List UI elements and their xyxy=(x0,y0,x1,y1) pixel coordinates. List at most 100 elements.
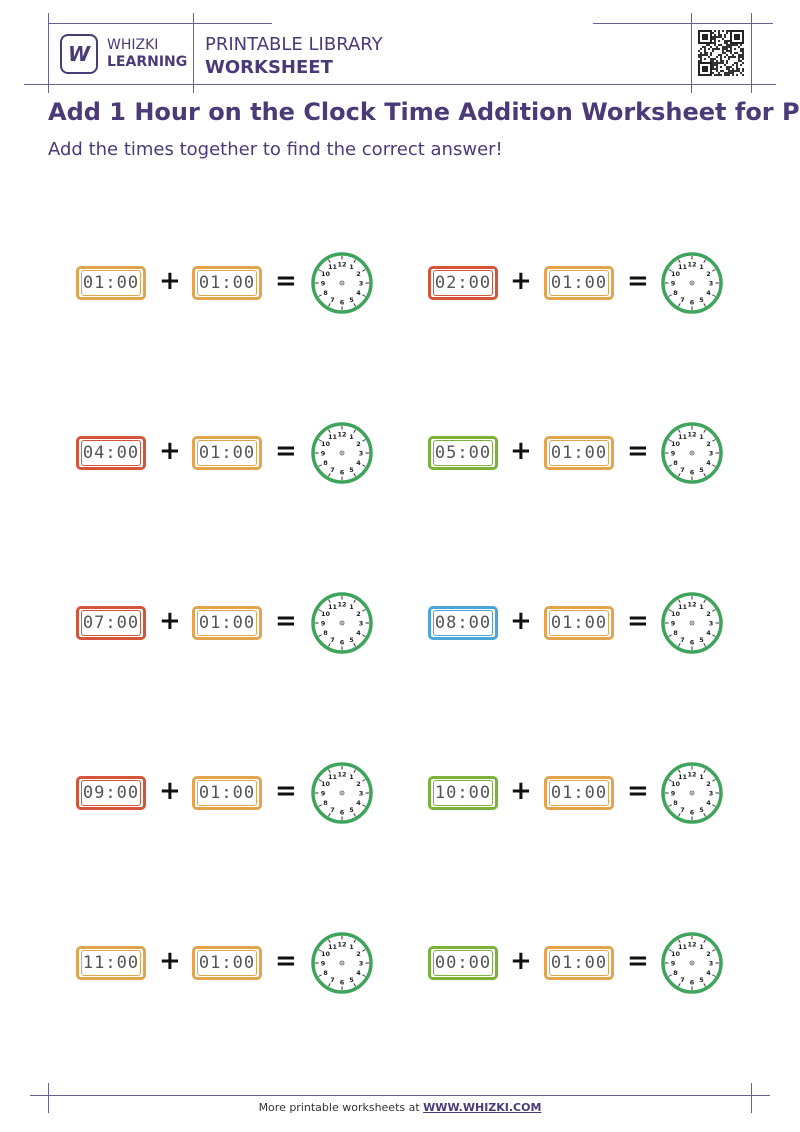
digital-clock: 00:00 xyxy=(428,946,498,980)
clock-number: 8 xyxy=(673,629,678,637)
clock-number: 1 xyxy=(699,433,704,441)
footer-link[interactable]: WWW.WHIZKI.COM xyxy=(423,1101,542,1114)
plus-sign: + xyxy=(159,606,181,636)
clock-number: 11 xyxy=(328,263,338,271)
analog-clock-answer[interactable]: 12 1 2 3 4 5 6 7 8 9 10 11 xyxy=(660,931,724,995)
clock-number: 2 xyxy=(356,610,361,618)
clock-number: 1 xyxy=(349,603,354,611)
digital-clock: 01:00 xyxy=(544,606,614,640)
analog-clock-answer[interactable]: 12 1 2 3 4 5 6 7 8 9 10 11 xyxy=(660,591,724,655)
clock-number: 5 xyxy=(349,976,354,984)
analog-clock-answer[interactable]: 12 1 2 3 4 5 6 7 8 9 10 11 xyxy=(310,591,374,655)
digital-clock: 01:00 xyxy=(544,266,614,300)
clock-number: 8 xyxy=(673,799,678,807)
clock-tick xyxy=(362,439,366,442)
digital-display: 01:00 xyxy=(197,780,257,806)
clock-tick xyxy=(362,269,366,272)
clock-number: 12 xyxy=(687,771,696,779)
clock-tick xyxy=(712,464,716,467)
clock-number: 12 xyxy=(337,261,346,269)
clock-number: 1 xyxy=(349,943,354,951)
clock-tick xyxy=(318,439,322,442)
clock-tick xyxy=(678,983,681,987)
clock-number: 12 xyxy=(337,601,346,609)
brand-name: WHIZKI xyxy=(107,37,159,53)
clock-number: 10 xyxy=(671,780,681,788)
digital-display: 08:00 xyxy=(433,610,493,636)
clock-number: 8 xyxy=(323,289,328,297)
clock-tick xyxy=(712,609,716,612)
clock-tick xyxy=(678,429,681,433)
plus-sign: + xyxy=(159,266,181,296)
clock-tick xyxy=(703,599,706,603)
divider xyxy=(751,1083,752,1113)
clock-tick xyxy=(353,599,356,603)
analog-clock-answer[interactable]: 12 1 2 3 4 5 6 7 8 9 10 11 xyxy=(660,421,724,485)
clock-tick xyxy=(712,439,716,442)
digital-display: 05:00 xyxy=(433,440,493,466)
clock-number: 2 xyxy=(706,610,711,618)
clock-number: 1 xyxy=(699,603,704,611)
clock-number: 9 xyxy=(671,280,676,288)
clock-tick xyxy=(318,949,322,952)
clock-number: 2 xyxy=(356,270,361,278)
clock-number: 1 xyxy=(699,773,704,781)
qr-code-icon xyxy=(698,30,744,76)
clock-number: 3 xyxy=(359,960,364,968)
clock-tick xyxy=(362,804,366,807)
clock-tick xyxy=(362,974,366,977)
analog-clock-answer[interactable]: 12 1 2 3 4 5 6 7 8 9 10 11 xyxy=(660,761,724,825)
clock-number: 5 xyxy=(349,296,354,304)
clock-number: 7 xyxy=(330,296,335,304)
analog-clock-answer[interactable]: 12 1 2 3 4 5 6 7 8 9 10 11 xyxy=(310,761,374,825)
clock-number: 7 xyxy=(330,976,335,984)
clock-number: 12 xyxy=(687,431,696,439)
brand-subname: LEARNING xyxy=(107,54,188,70)
analog-clock-answer[interactable]: 12 1 2 3 4 5 6 7 8 9 10 11 xyxy=(310,931,374,995)
clock-tick xyxy=(353,303,356,307)
clock-tick xyxy=(703,473,706,477)
clock-number: 4 xyxy=(356,799,361,807)
analog-clock-answer[interactable]: 12 1 2 3 4 5 6 7 8 9 10 11 xyxy=(310,251,374,315)
clock-tick xyxy=(712,634,716,637)
clock-number: 7 xyxy=(680,296,685,304)
analog-clock-answer[interactable]: 12 1 2 3 4 5 6 7 8 9 10 11 xyxy=(310,421,374,485)
divider xyxy=(751,13,752,93)
clock-tick xyxy=(318,294,322,297)
digital-display: 01:00 xyxy=(197,440,257,466)
logo-letter: W xyxy=(67,42,91,66)
clock-number: 12 xyxy=(687,261,696,269)
whizki-logo: W xyxy=(60,34,98,74)
clock-tick xyxy=(668,634,672,637)
equals-operator: = xyxy=(627,946,649,976)
clock-tick xyxy=(703,769,706,773)
clock-number: 4 xyxy=(356,629,361,637)
clock-number: 3 xyxy=(709,620,714,628)
clock-tick xyxy=(362,609,366,612)
clock-tick xyxy=(362,949,366,952)
plus-sign: + xyxy=(159,946,181,976)
clock-number: 9 xyxy=(321,620,326,628)
clock-tick xyxy=(678,939,681,943)
clock-tick xyxy=(353,813,356,817)
digital-display: 02:00 xyxy=(433,270,493,296)
clock-tick xyxy=(712,294,716,297)
clock-number: 2 xyxy=(706,780,711,788)
clock-number: 9 xyxy=(321,790,326,798)
clock-number: 4 xyxy=(706,799,711,807)
clock-number: 1 xyxy=(699,943,704,951)
clock-number: 11 xyxy=(678,943,688,951)
digital-display: 11:00 xyxy=(81,950,141,976)
clock-number: 11 xyxy=(328,603,338,611)
clock-number: 6 xyxy=(690,979,695,987)
digital-clock: 05:00 xyxy=(428,436,498,470)
clock-tick xyxy=(703,429,706,433)
clock-number: 5 xyxy=(699,466,704,474)
digital-clock: 01:00 xyxy=(192,436,262,470)
equals-sign: = xyxy=(275,946,297,976)
clock-number: 6 xyxy=(690,639,695,647)
analog-clock-answer[interactable]: 12 1 2 3 4 5 6 7 8 9 10 11 xyxy=(660,251,724,315)
